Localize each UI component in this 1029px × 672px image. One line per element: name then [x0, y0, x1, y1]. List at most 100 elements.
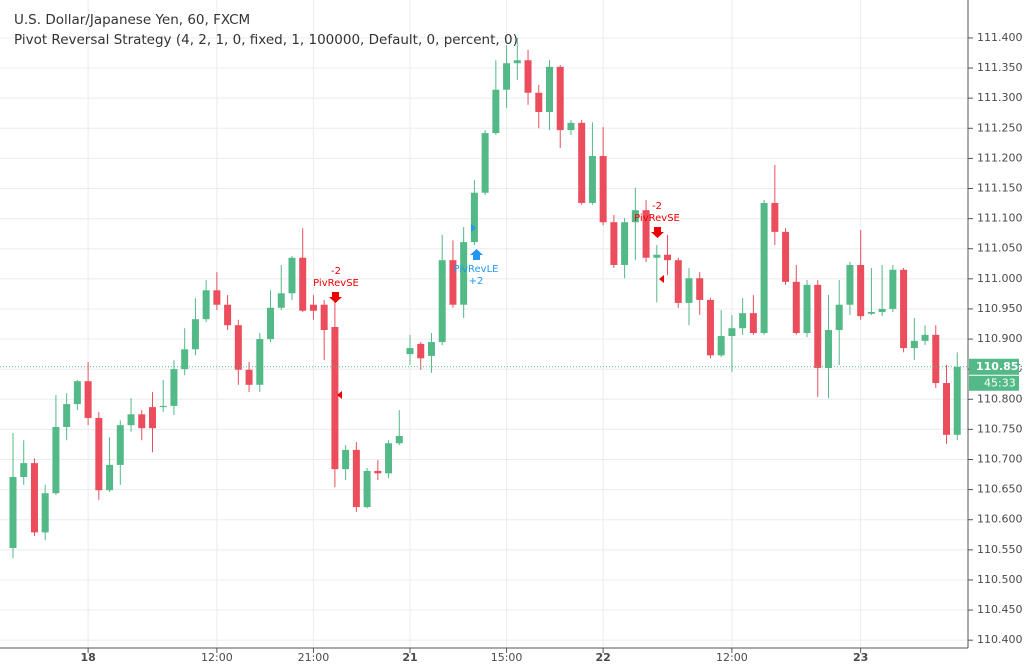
candle-body: [41, 493, 49, 533]
candle-body: [685, 278, 693, 303]
candle-body: [664, 254, 672, 261]
candle-body: [803, 284, 811, 334]
candle-body: [610, 222, 618, 265]
x-tick-label: 12:00: [716, 651, 748, 664]
y-tick-label: 110.800: [977, 392, 1023, 405]
candle-body: [84, 381, 92, 418]
candle-body: [814, 284, 822, 368]
y-tick-label: 111.200: [977, 151, 1023, 164]
annotation-qty: -2: [652, 201, 662, 212]
candle-body: [792, 281, 800, 334]
chart-title: U.S. Dollar/Japanese Yen, 60, FXCM: [14, 12, 250, 28]
candle-body: [63, 404, 71, 427]
annotation-name: PivRevSE: [634, 213, 680, 224]
candle-body: [224, 304, 232, 326]
candle-body: [417, 343, 425, 359]
candle-body: [696, 278, 704, 300]
candle-body: [159, 405, 167, 408]
long-arrow: [470, 249, 483, 260]
candle-body: [202, 290, 210, 320]
candle-body: [438, 260, 446, 343]
candle-body: [621, 222, 629, 265]
candle-body: [256, 339, 264, 385]
candle-body: [631, 210, 639, 223]
y-tick-label: 110.700: [977, 453, 1023, 466]
candle-body: [106, 464, 114, 491]
candle-body: [277, 293, 285, 308]
y-tick-label: 111.000: [977, 272, 1023, 285]
candle-body: [148, 407, 156, 429]
candle-body: [782, 231, 790, 282]
short-arrow: [651, 227, 664, 238]
y-tick-label: 110.900: [977, 332, 1023, 345]
y-tick-label: 111.100: [977, 212, 1023, 225]
candle-body: [267, 307, 275, 340]
candle-body: [921, 334, 929, 341]
candle-body: [191, 319, 199, 350]
countdown-label: 45:33: [984, 376, 1016, 389]
annotation-name: PivRevSE: [313, 278, 359, 289]
x-tick-label: 21:00: [298, 651, 330, 664]
candle-body: [213, 290, 221, 305]
y-tick-label: 111.150: [977, 181, 1023, 194]
candle-body: [52, 426, 60, 494]
candle-body: [138, 414, 146, 429]
candle-body: [245, 369, 253, 385]
candle-body: [717, 336, 725, 356]
y-tick-label: 110.500: [977, 573, 1023, 586]
candle-body: [492, 89, 500, 134]
candle-body: [374, 470, 382, 474]
candle-body: [943, 383, 951, 435]
y-tick-label: 111.250: [977, 121, 1023, 134]
candle-body: [771, 202, 779, 232]
candle-body: [524, 60, 532, 93]
x-tick-label: 21: [402, 651, 417, 664]
candle-body: [824, 330, 832, 368]
candle-body: [728, 328, 736, 337]
grid: [0, 0, 968, 648]
candle-body: [567, 122, 575, 131]
last-price-label: 110.854: [976, 360, 1026, 373]
y-tick-label: 111.050: [977, 242, 1023, 255]
candle-body: [900, 269, 908, 349]
y-tick-label: 110.400: [977, 633, 1023, 646]
candle-body: [739, 313, 747, 329]
x-tick-label: 12:00: [201, 651, 233, 664]
last-price-box: [969, 358, 1019, 375]
candle-body: [460, 242, 468, 305]
exit-marker: [659, 275, 664, 283]
candle-body: [95, 417, 103, 491]
candle-body: [546, 66, 553, 113]
candle-body: [234, 325, 242, 370]
candle-body: [932, 334, 940, 384]
candle-body: [73, 381, 81, 405]
candle-body: [878, 308, 886, 312]
candle-body: [513, 60, 521, 64]
x-tick-label: 22: [595, 651, 610, 664]
candle-body: [320, 304, 328, 331]
candle-body: [760, 202, 768, 334]
candle-body: [674, 260, 682, 303]
candle-body: [835, 304, 843, 331]
candle-body: [116, 425, 124, 465]
candle-body: [288, 257, 296, 294]
y-tick-label: 110.450: [977, 603, 1023, 616]
candle-body: [30, 463, 38, 533]
candle-body: [363, 470, 371, 508]
candle-body: [653, 254, 661, 258]
candles: [9, 37, 961, 559]
candle-body: [170, 369, 178, 406]
y-tick-label: 111.400: [977, 31, 1023, 44]
entry-marker: [471, 224, 476, 232]
candle-body: [299, 257, 307, 311]
annotation-name: PivRevLE: [454, 264, 499, 275]
candle-body: [642, 210, 650, 258]
candle-body: [556, 66, 564, 131]
candle-body: [406, 348, 414, 355]
annotation-qty: -2: [331, 266, 341, 277]
candle-body: [578, 122, 586, 203]
candle-body: [535, 92, 543, 113]
countdown-box: [969, 375, 1019, 391]
candle-body: [395, 436, 403, 444]
